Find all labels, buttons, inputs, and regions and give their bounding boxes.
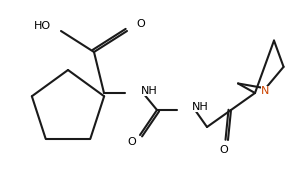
Text: O: O bbox=[220, 145, 228, 155]
Text: NH: NH bbox=[141, 86, 158, 96]
Text: N: N bbox=[261, 86, 269, 96]
Text: O: O bbox=[128, 137, 136, 147]
Text: NH: NH bbox=[192, 102, 209, 112]
Text: HO: HO bbox=[34, 21, 51, 31]
Text: O: O bbox=[136, 19, 145, 29]
